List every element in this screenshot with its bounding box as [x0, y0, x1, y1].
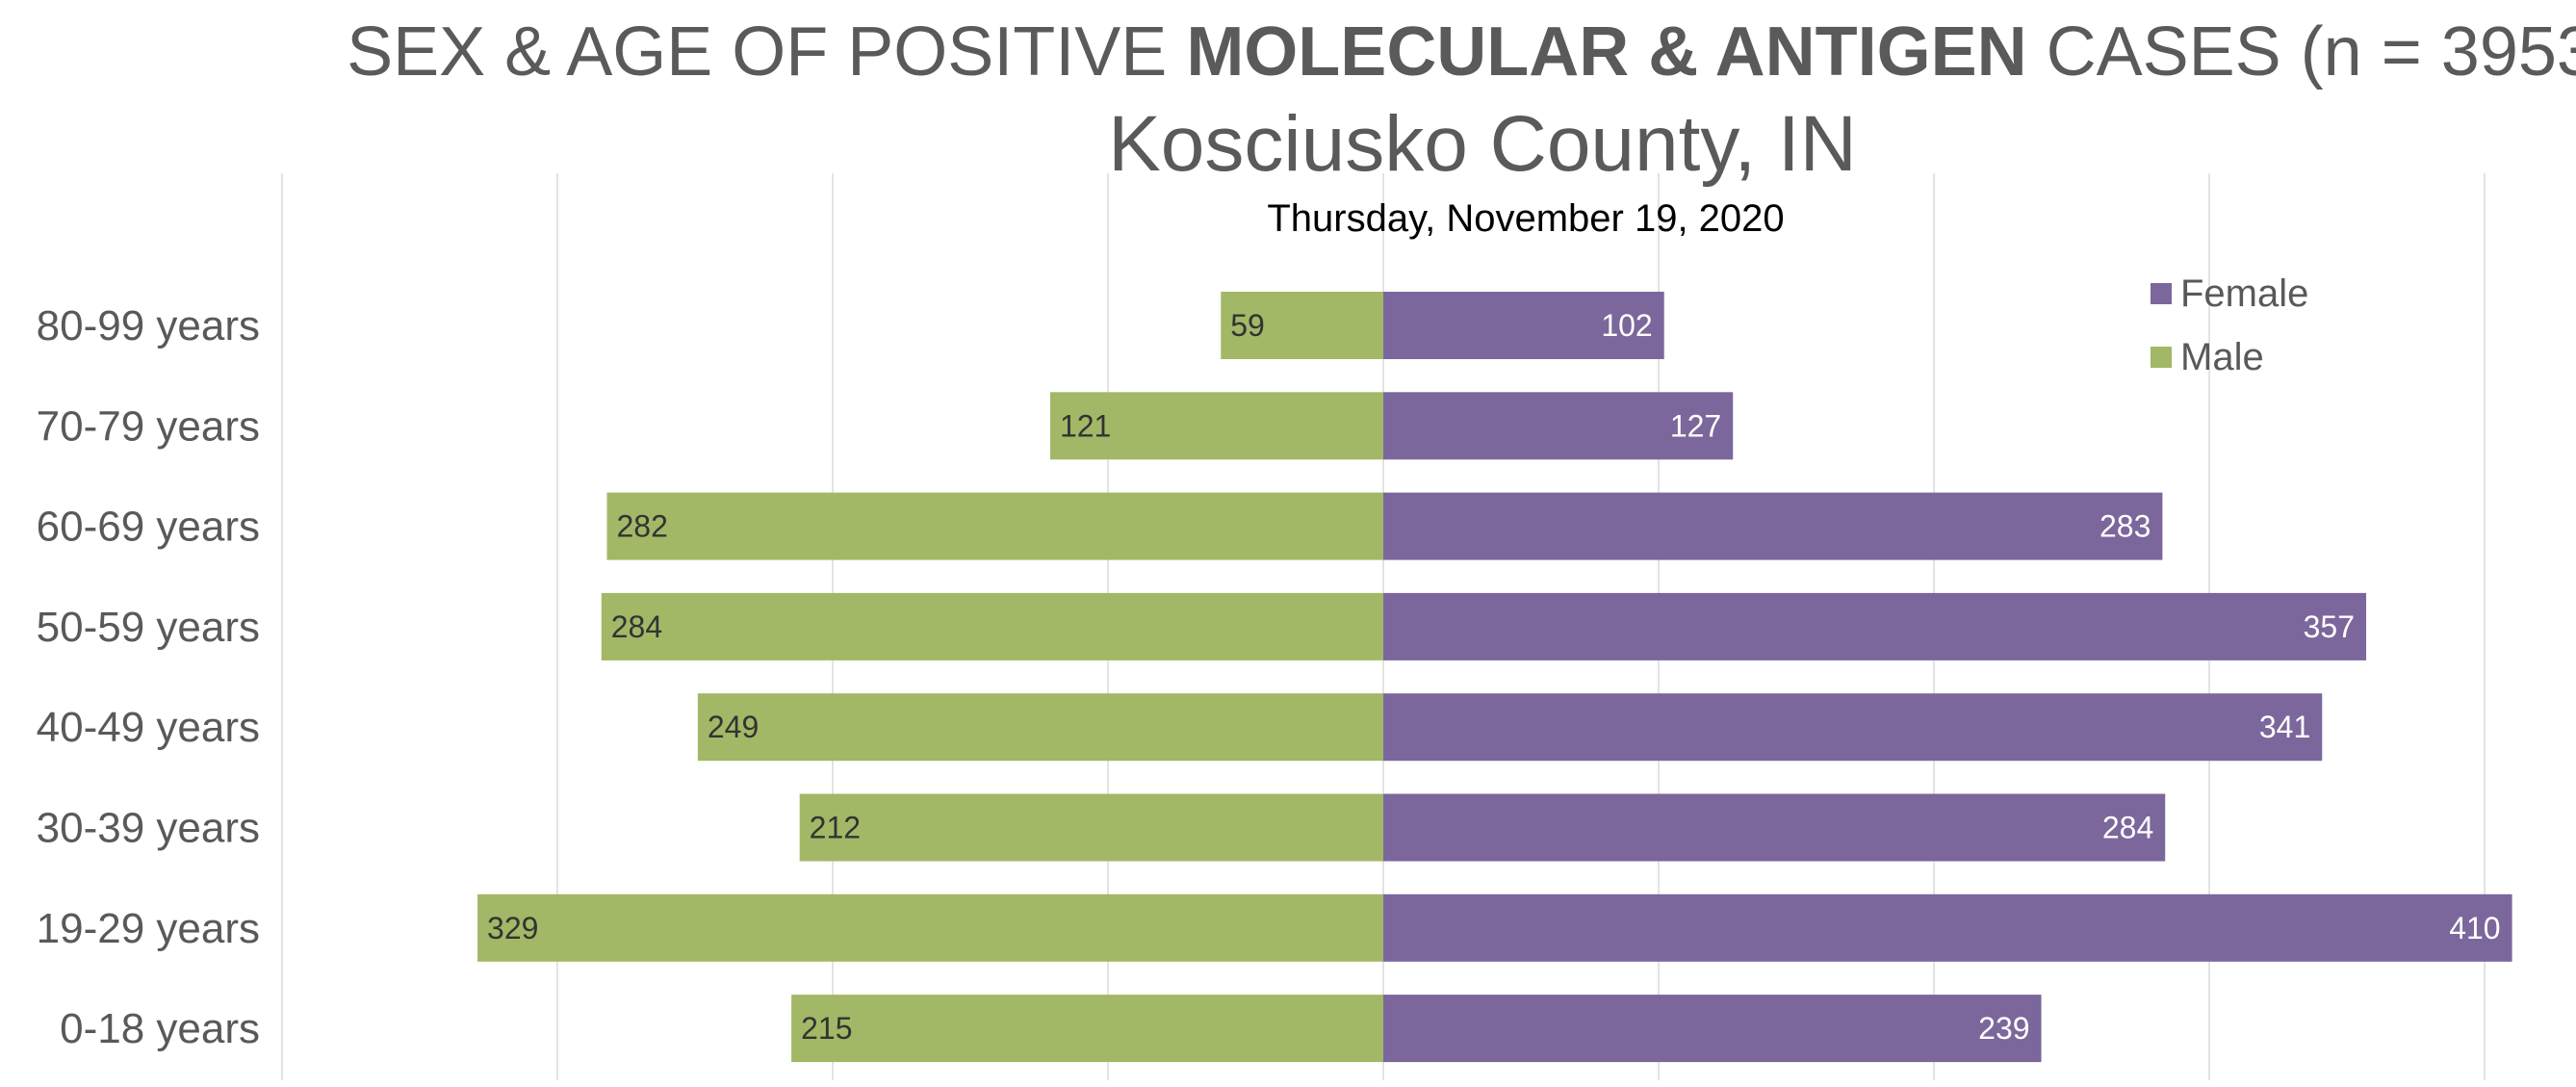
bar-female	[1383, 592, 2367, 660]
bars: 102 59 127 121 283 282 357 284 341 249 284 212 410 32…	[477, 292, 2512, 1063]
title-part-2: MOLECULAR & ANTIGEN	[1186, 13, 2026, 91]
data-label-female: 102	[1601, 308, 1652, 343]
bar-female	[1383, 693, 2323, 762]
bar-male	[697, 693, 1383, 762]
category-label: 50-59 years	[37, 604, 260, 651]
category-label: 0-18 years	[60, 1005, 260, 1052]
title-part-3: CASES (n = 3953)	[2027, 13, 2576, 91]
bar-male	[477, 893, 1383, 962]
bar-female	[1383, 893, 2512, 962]
category-label: 70-79 years	[37, 402, 260, 450]
data-label-female: 283	[2099, 509, 2151, 544]
bar-female	[1383, 793, 2166, 862]
data-label-male: 329	[487, 911, 538, 945]
category-label: 30-39 years	[37, 805, 260, 852]
category-labels: 80-99 years 70-79 years 60-69 years 50-59 y…	[37, 302, 260, 1052]
category-label: 40-49 years	[37, 704, 260, 751]
data-label-male: 212	[810, 811, 861, 845]
data-label-male: 284	[611, 609, 662, 644]
bar-female	[1383, 392, 1734, 460]
legend-label-male: Male	[2180, 336, 2264, 378]
chart-date: Thursday, November 19, 2020	[1267, 197, 1784, 240]
bar-female	[1383, 995, 2042, 1063]
data-label-male: 249	[708, 710, 759, 744]
bar-male	[1049, 392, 1383, 460]
bar-male	[799, 793, 1383, 862]
title-part-1: SEX & AGE OF POSITIVE	[347, 13, 1186, 91]
data-label-male: 59	[1230, 308, 1265, 343]
category-label: 19-29 years	[37, 905, 260, 952]
bar-male	[601, 592, 1383, 660]
data-label-female: 410	[2449, 911, 2500, 945]
legend: Female Male	[2151, 272, 2308, 378]
chart-subtitle: Kosciusko County, IN	[1108, 100, 1857, 188]
data-label-female: 127	[1670, 408, 1721, 443]
legend-swatch-female	[2151, 283, 2172, 304]
bar-male	[606, 492, 1383, 560]
bar-male	[1221, 292, 1383, 359]
data-label-female: 357	[2304, 609, 2355, 644]
data-label-male: 121	[1060, 408, 1111, 443]
bar-female	[1383, 492, 2163, 560]
data-label-female: 284	[2102, 811, 2153, 845]
legend-label-female: Female	[2180, 272, 2308, 315]
category-label: 60-69 years	[37, 504, 260, 551]
data-label-male: 215	[801, 1011, 852, 1046]
bar-male	[791, 995, 1383, 1063]
data-label-female: 341	[2259, 710, 2310, 744]
legend-swatch-male	[2151, 347, 2172, 368]
category-label: 80-99 years	[37, 302, 260, 349]
bar-female	[1383, 292, 1664, 359]
data-label-male: 282	[616, 509, 667, 544]
data-label-female: 239	[1978, 1011, 2029, 1046]
chart-title: SEX & AGE OF POSITIVE MOLECULAR & ANTIGE…	[347, 13, 2576, 91]
